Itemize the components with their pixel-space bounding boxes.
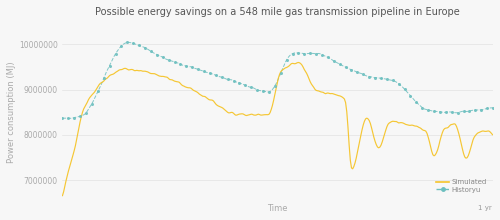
Text: 1 yr: 1 yr xyxy=(478,205,492,211)
Legend: Simulated, Historyu: Simulated, Historyu xyxy=(434,176,490,196)
X-axis label: Time: Time xyxy=(268,204,288,213)
Y-axis label: Power consumption (MJ): Power consumption (MJ) xyxy=(7,61,16,163)
Title: Possible energy savings on a 548 mile gas transmission pipeline in Europe: Possible energy savings on a 548 mile ga… xyxy=(96,7,460,17)
